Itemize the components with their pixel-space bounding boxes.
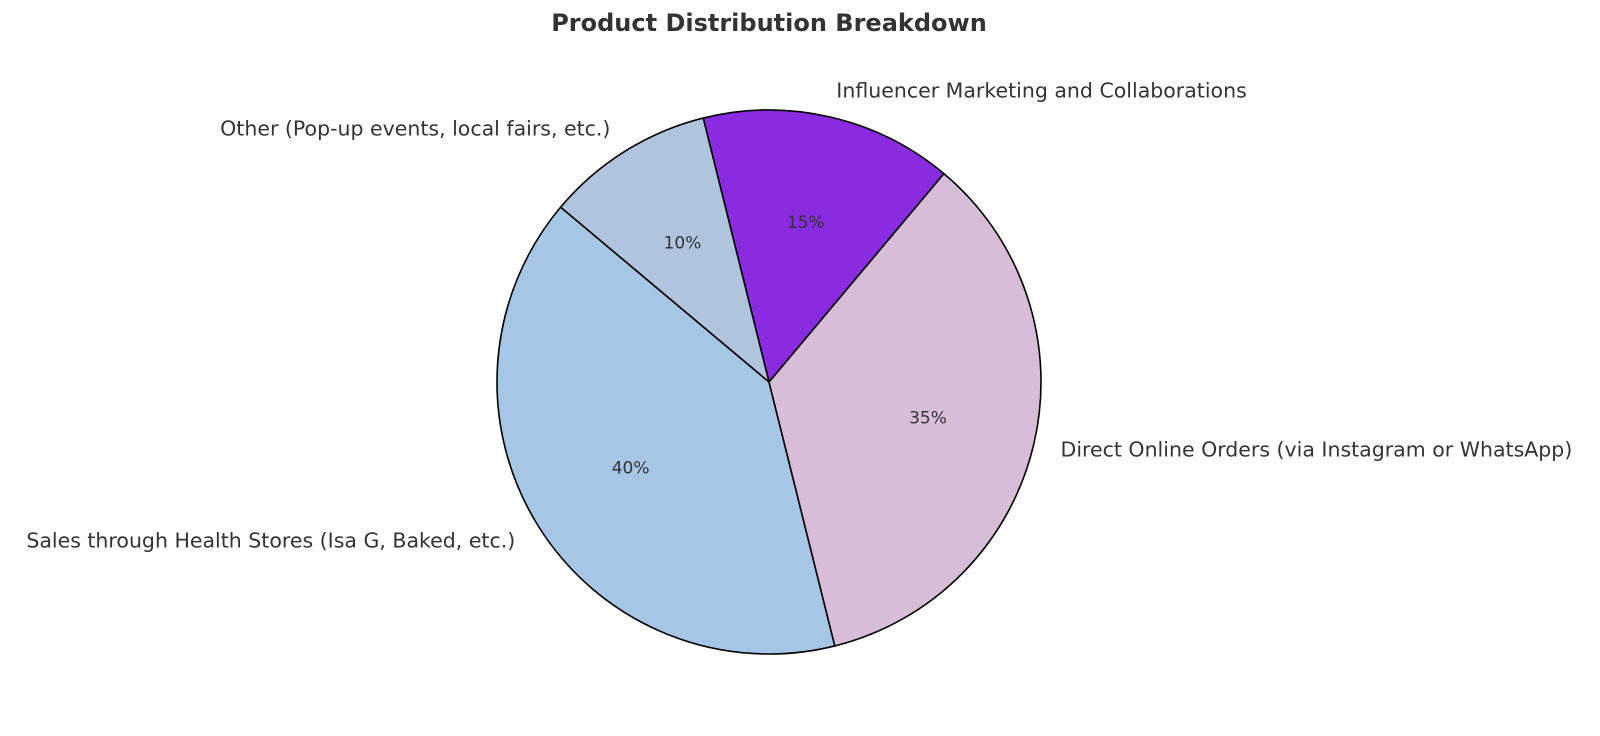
pie-slice-0 — [496, 206, 836, 655]
pie-percent-label-1: 35% — [909, 409, 947, 429]
pie-percent-labels: 40% 35% 15% 10% — [612, 213, 947, 479]
pie-category-labels: Sales through Health Stores (Isa G, Bake… — [26, 78, 1572, 552]
pie-slices — [496, 109, 1042, 655]
pie-slice-3 — [559, 117, 770, 383]
pie-category-label-0: Sales through Health Stores (Isa G, Bake… — [26, 529, 515, 553]
pie-percent-label-2: 15% — [787, 213, 825, 233]
pie-slice-2 — [702, 109, 945, 383]
chart-title: Product Distribution Breakdown — [551, 9, 987, 37]
pie-slice-1 — [768, 172, 1042, 647]
pie-percent-label-3: 10% — [664, 234, 702, 254]
pie-category-label-1: Direct Online Orders (via Instagram or W… — [1061, 437, 1573, 461]
pie-category-label-2: Influencer Marketing and Collaborations — [836, 78, 1246, 102]
pie-percent-label-0: 40% — [612, 458, 650, 478]
pie-category-label-3: Other (Pop-up events, local fairs, etc.) — [220, 116, 610, 140]
